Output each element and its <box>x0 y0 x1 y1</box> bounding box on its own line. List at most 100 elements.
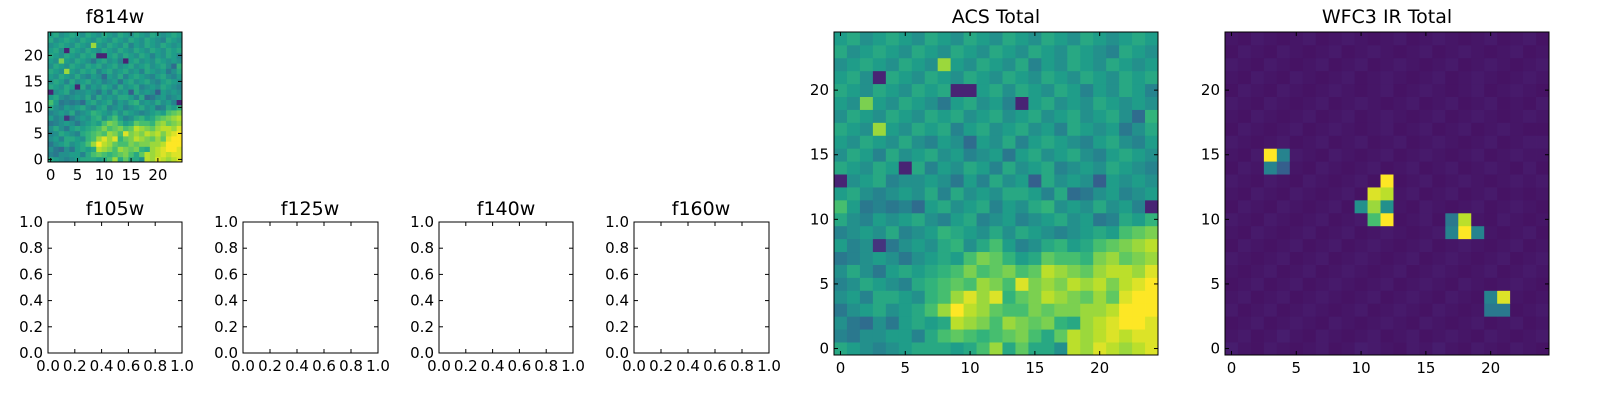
heatmap-cell <box>1354 109 1368 123</box>
heatmap-cell <box>160 136 167 142</box>
heatmap-cell <box>1523 148 1537 162</box>
heatmap-cell <box>106 136 113 142</box>
heatmap-cell <box>1484 277 1498 291</box>
heatmap-cell <box>1393 161 1407 175</box>
heatmap-cell <box>989 290 1003 304</box>
heatmap-cell <box>165 47 172 54</box>
heatmap-cell <box>1067 109 1081 123</box>
heatmap-cell <box>1497 264 1511 278</box>
heatmap-cell <box>1067 135 1081 149</box>
heatmap-cell <box>139 42 145 48</box>
heatmap-cell <box>144 125 151 132</box>
heatmap-cell <box>139 94 145 100</box>
heatmap-cell <box>112 47 119 54</box>
heatmap-cell <box>96 120 102 126</box>
heatmap-cell <box>1536 290 1550 304</box>
heatmap-cell <box>1132 251 1146 265</box>
heatmap-cell <box>1510 264 1524 278</box>
heatmap-cell <box>1523 225 1537 240</box>
heatmap-cell <box>101 120 108 126</box>
heatmap-cell <box>924 57 939 72</box>
heatmap-cell <box>1302 109 1317 123</box>
heatmap-cell <box>1380 199 1394 214</box>
heatmap-cell <box>74 89 81 95</box>
heatmap-cell <box>155 151 161 158</box>
heatmap-cell <box>834 83 848 97</box>
heatmap-cell <box>112 89 119 95</box>
heatmap-cell <box>1119 225 1133 240</box>
heatmap-cell <box>1041 316 1055 330</box>
heatmap-cell <box>1432 174 1446 188</box>
heatmap-cell <box>1119 96 1133 110</box>
heatmap-cell <box>989 122 1003 136</box>
heatmap-cell <box>1523 264 1537 278</box>
heatmap-cell <box>859 277 874 291</box>
heatmap-cell <box>924 174 939 188</box>
heatmap-cell <box>139 130 145 137</box>
heatmap-cell <box>160 42 167 48</box>
heatmap-cell <box>149 141 156 147</box>
heatmap-cell <box>1367 32 1381 46</box>
heatmap-cell <box>1106 225 1120 240</box>
heatmap-cell <box>1263 264 1278 278</box>
heatmap-cell <box>937 57 952 72</box>
heatmap-cell <box>165 37 172 43</box>
heatmap-cell <box>1380 135 1394 149</box>
heatmap-cell <box>1471 57 1485 72</box>
heatmap-cell <box>1328 57 1343 72</box>
heatmap-cell <box>58 84 65 90</box>
heatmap-cell <box>1458 212 1472 227</box>
heatmap-cell <box>834 187 848 201</box>
heatmap-cell <box>1276 212 1291 227</box>
heatmap-cell <box>1354 199 1368 214</box>
heatmap-cell <box>90 89 97 95</box>
heatmap-cell <box>1145 225 1159 240</box>
heatmap-cell <box>1067 148 1081 162</box>
heatmap-cell <box>48 42 54 48</box>
heatmap-cell <box>1341 44 1355 59</box>
heatmap-cell <box>74 37 81 43</box>
heatmap-cell <box>106 130 113 137</box>
x-tick-label: 20 <box>1090 359 1109 377</box>
heatmap-cell <box>1119 161 1133 175</box>
f125w-frame <box>242 221 379 354</box>
heatmap-cell <box>133 47 140 54</box>
heatmap-cell <box>1250 316 1265 330</box>
heatmap-cell <box>1315 238 1330 253</box>
heatmap-cell <box>1028 303 1042 317</box>
heatmap-cell <box>1289 251 1304 265</box>
heatmap-cell <box>976 32 990 46</box>
heatmap-cell <box>1367 135 1381 149</box>
heatmap-cell <box>1536 238 1550 253</box>
y-tick-label: 0.6 <box>410 265 434 283</box>
heatmap-cell <box>1145 199 1159 214</box>
heatmap-cell <box>937 212 952 227</box>
heatmap-cell <box>1328 199 1343 214</box>
heatmap-cell <box>963 238 977 253</box>
heatmap-cell <box>106 42 113 48</box>
heatmap-cell <box>1484 238 1498 253</box>
heatmap-cell <box>1341 148 1355 162</box>
heatmap-cell <box>171 78 178 85</box>
heatmap-cell <box>58 32 65 38</box>
heatmap-cell <box>950 290 964 304</box>
heatmap-cell <box>171 115 178 121</box>
heatmap-cell <box>1067 44 1081 59</box>
x-tick-label: 1.0 <box>366 357 390 375</box>
heatmap-cell <box>48 115 54 121</box>
heatmap-cell <box>1497 148 1511 162</box>
heatmap-cell <box>1119 148 1133 162</box>
heatmap-cell <box>1067 199 1081 214</box>
heatmap-cell <box>160 73 167 80</box>
heatmap-cell <box>171 104 178 111</box>
heatmap-cell <box>1328 44 1343 59</box>
acs-total-image <box>834 32 1159 356</box>
heatmap-cell <box>117 110 124 116</box>
heatmap-cell <box>1380 342 1394 356</box>
heatmap-cell <box>859 83 874 97</box>
heatmap-cell <box>112 94 119 100</box>
heatmap-cell <box>1028 187 1042 201</box>
heatmap-cell <box>64 104 70 111</box>
heatmap-cell <box>1393 122 1407 136</box>
heatmap-cell <box>1471 303 1485 317</box>
